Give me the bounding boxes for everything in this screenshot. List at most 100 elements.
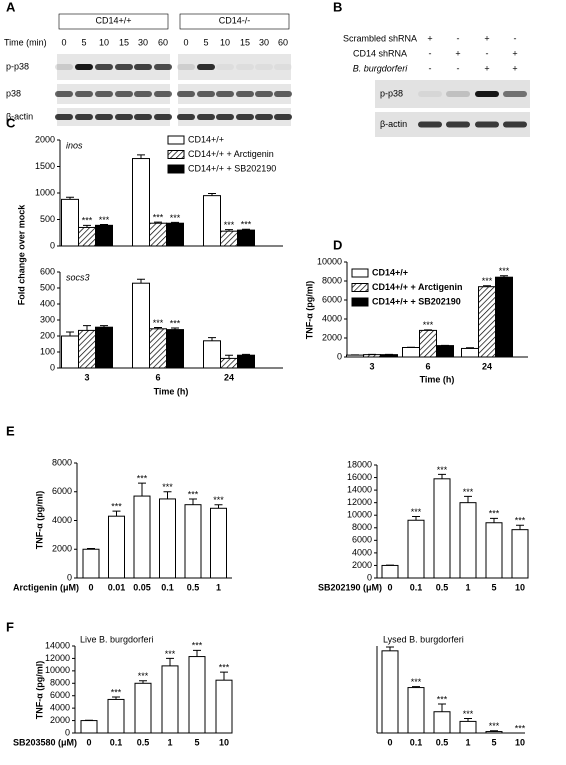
band: [134, 91, 152, 97]
significance: ***: [515, 516, 526, 526]
band: [255, 114, 273, 120]
legend-swatch: [351, 268, 369, 278]
x-tick-label: 5: [194, 737, 199, 747]
time-label: 10: [99, 37, 109, 47]
y-tick-label: 2000: [352, 560, 372, 570]
blot-bg: [178, 84, 291, 104]
band: [216, 114, 234, 120]
band: [154, 114, 172, 120]
y-tick-label: 400: [40, 298, 55, 308]
row-label: p-p38: [6, 61, 29, 71]
x-tick-label: 0: [387, 737, 392, 747]
y-tick-label: 0: [337, 351, 342, 361]
bar: [433, 478, 451, 579]
time-label: 60: [278, 37, 288, 47]
bar: [402, 347, 420, 358]
bar: [188, 656, 206, 734]
band: [255, 64, 273, 70]
error-bar: [438, 703, 446, 712]
error-bar: [139, 680, 147, 684]
y-tick-label: 10000: [45, 665, 70, 675]
legend-label: CD14+/+: [188, 134, 224, 144]
bar: [203, 195, 221, 247]
x-tick-label: 0.5: [187, 582, 200, 592]
legend-label: CD14+/+: [372, 267, 408, 277]
significance: ***: [170, 213, 181, 223]
y-tick-label: 12000: [347, 497, 372, 507]
error-bar: [516, 524, 524, 530]
significance: ***: [411, 677, 422, 687]
x-tick-label: 1: [465, 737, 470, 747]
bar: [161, 665, 179, 734]
condition-label: Scrambled shRNA: [343, 33, 417, 43]
y-tick-label: 14000: [347, 484, 372, 494]
significance: ***: [219, 662, 230, 672]
error-bar: [225, 229, 233, 232]
y-tick-label: 1500: [35, 161, 55, 171]
sign: +: [512, 63, 517, 73]
bar: [461, 347, 479, 358]
bar: [80, 720, 98, 734]
panel-label: E: [6, 423, 15, 438]
x-tick-label: 0.1: [410, 582, 423, 592]
y-tick-label: 4000: [52, 515, 72, 525]
y-tick-label: 0: [50, 240, 55, 250]
legend-label: CD14+/+ + Arctigenin: [372, 282, 462, 292]
y-tick-label: 4000: [322, 313, 342, 323]
band: [236, 64, 254, 70]
bar: [95, 326, 113, 369]
x-axis-label: SB202190 (μM): [318, 582, 382, 592]
error-bar: [83, 325, 91, 331]
bar: [220, 230, 238, 247]
band: [475, 121, 499, 128]
error-bar: [154, 327, 162, 329]
band: [75, 91, 93, 97]
significance: ***: [499, 266, 510, 276]
x-tick-label: 0: [86, 737, 91, 747]
error-bar: [100, 325, 108, 328]
significance: ***: [162, 482, 173, 492]
significance: ***: [192, 641, 203, 651]
y-axis-label: TNF-α (pg/ml): [34, 661, 44, 720]
group-box: [179, 13, 290, 30]
bar: [149, 222, 167, 247]
error-bar: [163, 491, 172, 499]
y-tick-label: 8000: [50, 678, 70, 688]
x-tick-label: 24: [224, 372, 234, 382]
x-axis-label: Time (h): [420, 374, 455, 384]
y-tick-label: 18000: [347, 459, 372, 469]
y-tick-label: 2000: [322, 332, 342, 342]
error-bar: [66, 331, 74, 336]
bar: [61, 335, 79, 369]
x-tick-label: 0: [387, 582, 392, 592]
significance: ***: [489, 721, 500, 731]
error-bar: [242, 228, 250, 231]
bar: [78, 329, 96, 369]
error-bar: [214, 504, 223, 509]
bar: [107, 698, 125, 734]
y-tick-label: 8000: [52, 457, 72, 467]
x-tick-label: 3: [84, 372, 89, 382]
bar: [166, 222, 184, 247]
y-tick-label: 4000: [50, 703, 70, 713]
band: [55, 114, 73, 120]
band: [134, 64, 152, 70]
error-bar: [193, 649, 201, 657]
x-tick-label: 0: [88, 582, 93, 592]
significance: ***: [482, 276, 493, 286]
time-label: 30: [138, 37, 148, 47]
error-bar: [137, 278, 145, 284]
y-tick-label: 8000: [322, 275, 342, 285]
legend-label: CD14+/+ + SB202190: [188, 163, 276, 173]
significance: ***: [165, 649, 176, 659]
significance: ***: [241, 220, 252, 230]
band: [446, 91, 470, 97]
bar: [132, 282, 150, 369]
significance: ***: [213, 495, 224, 505]
x-tick-label: 6: [155, 372, 160, 382]
band: [154, 64, 172, 70]
y-tick-label: 4000: [352, 547, 372, 557]
error-bar: [137, 154, 145, 159]
panel-label: C: [6, 115, 16, 130]
